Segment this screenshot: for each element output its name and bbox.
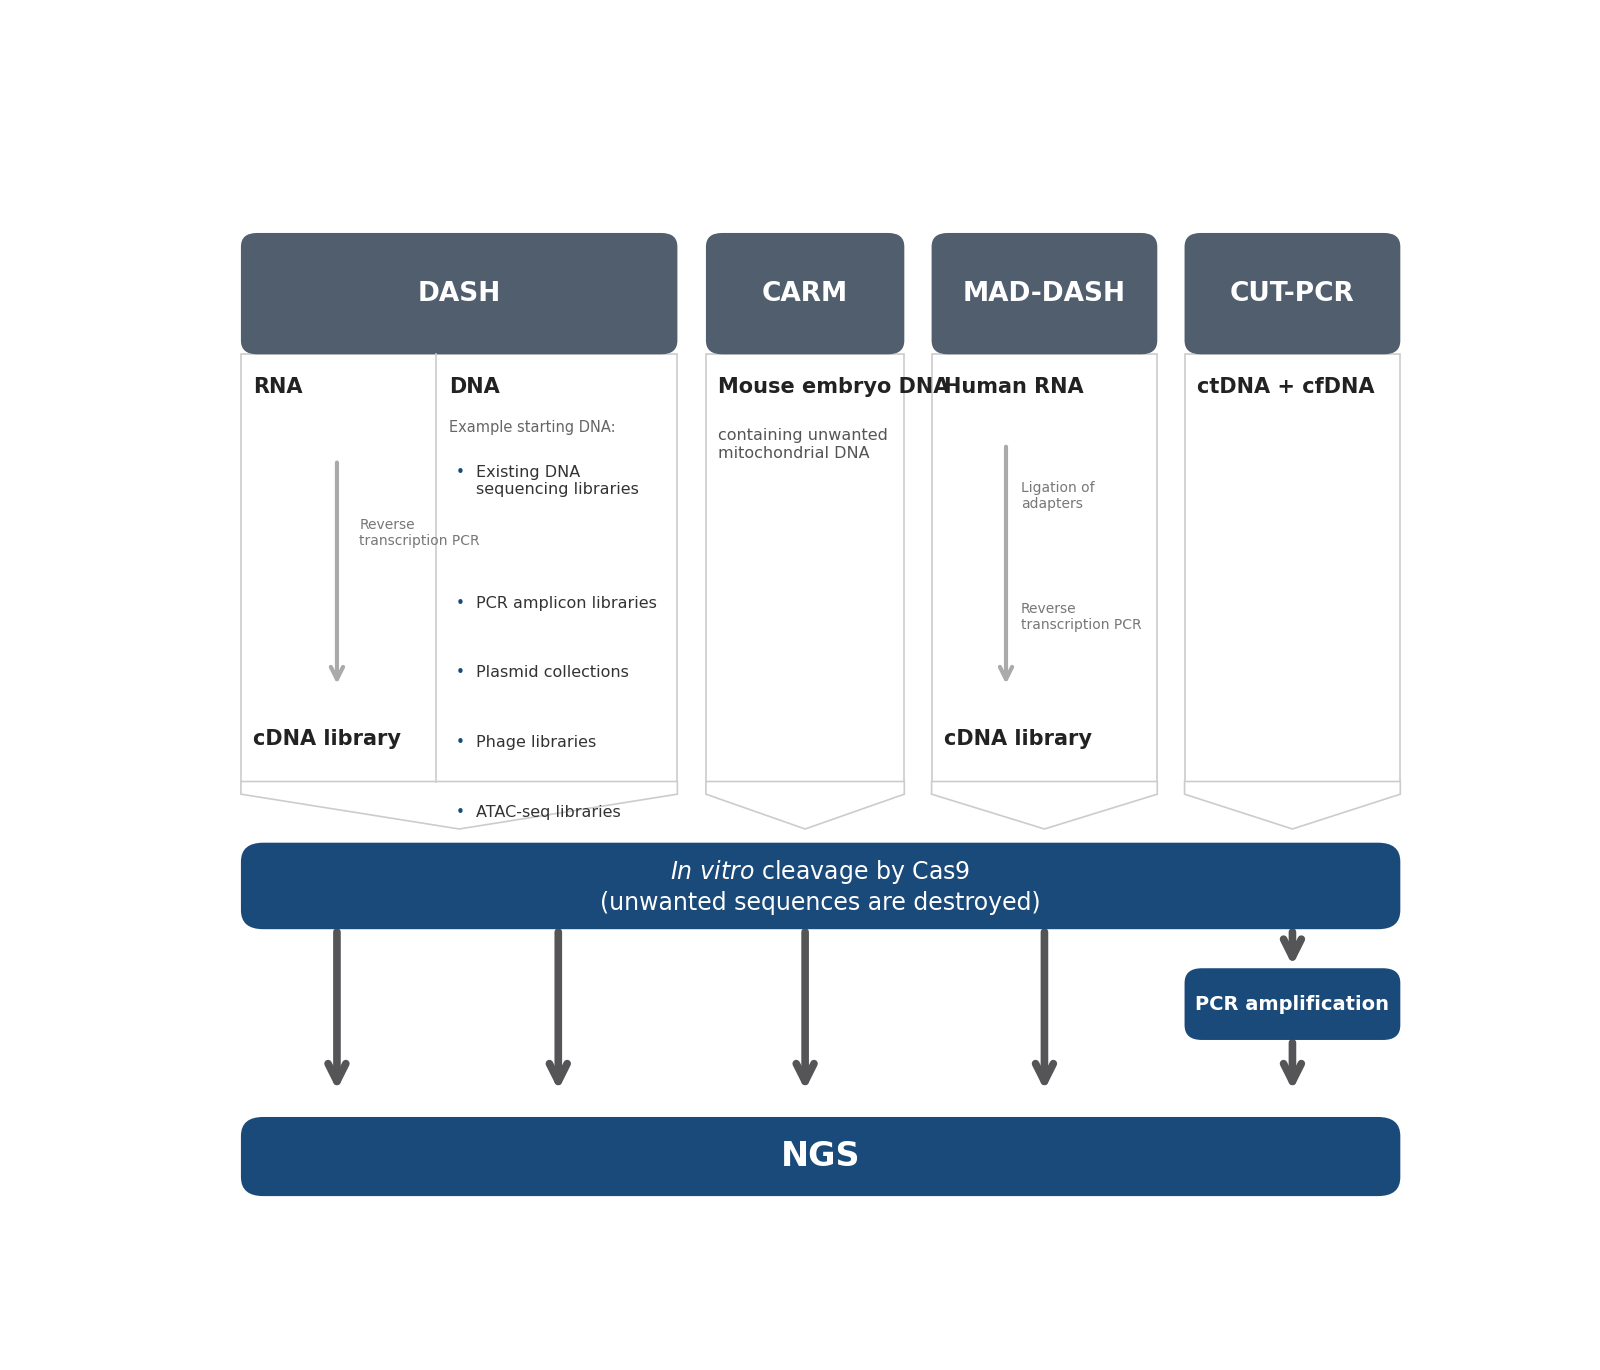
Text: cDNA library: cDNA library [944, 729, 1091, 749]
Text: CARM: CARM [762, 281, 848, 307]
Text: RNA: RNA [253, 378, 302, 397]
Text: Human RNA: Human RNA [944, 378, 1083, 397]
Polygon shape [706, 781, 904, 829]
FancyBboxPatch shape [242, 233, 677, 355]
Text: MAD-DASH: MAD-DASH [963, 281, 1126, 307]
Text: $\it{In\ vitro}$ cleavage by Cas9: $\it{In\ vitro}$ cleavage by Cas9 [670, 858, 971, 886]
Text: Example starting DNA:: Example starting DNA: [450, 419, 616, 434]
Text: Phage libraries: Phage libraries [477, 736, 597, 751]
Text: (unwanted sequences are destroyed): (unwanted sequences are destroyed) [600, 890, 1042, 915]
Bar [1184, 355, 1400, 781]
Polygon shape [1184, 781, 1400, 829]
FancyBboxPatch shape [1184, 233, 1400, 355]
Text: •: • [456, 804, 464, 819]
Text: cDNA library: cDNA library [253, 729, 402, 749]
Text: •: • [456, 736, 464, 751]
Bar [706, 355, 904, 781]
Text: PCR amplicon libraries: PCR amplicon libraries [477, 596, 658, 611]
Text: •: • [456, 666, 464, 681]
FancyBboxPatch shape [1184, 969, 1400, 1040]
Bar [931, 355, 1157, 781]
Bar [242, 355, 677, 781]
Text: CUT-PCR: CUT-PCR [1230, 281, 1355, 307]
Text: ctDNA + cfDNA: ctDNA + cfDNA [1197, 378, 1374, 397]
Text: Ligation of
adapters: Ligation of adapters [1021, 481, 1094, 511]
Text: PCR amplification: PCR amplification [1195, 995, 1389, 1014]
Text: ATAC-seq libraries: ATAC-seq libraries [477, 804, 621, 819]
Text: containing unwanted
mitochondrial DNA: containing unwanted mitochondrial DNA [718, 427, 888, 460]
FancyBboxPatch shape [706, 233, 904, 355]
Text: Plasmid collections: Plasmid collections [477, 666, 629, 681]
Text: •: • [456, 596, 464, 611]
Text: DASH: DASH [418, 281, 501, 307]
Polygon shape [931, 781, 1157, 829]
Text: Existing DNA
sequencing libraries: Existing DNA sequencing libraries [477, 464, 640, 497]
Text: Mouse embryo DNA: Mouse embryo DNA [718, 378, 950, 397]
Text: Reverse
transcription PCR: Reverse transcription PCR [360, 518, 480, 548]
Text: NGS: NGS [781, 1140, 861, 1173]
FancyBboxPatch shape [242, 1117, 1400, 1196]
Polygon shape [242, 781, 677, 829]
Text: DNA: DNA [450, 378, 499, 397]
FancyBboxPatch shape [242, 843, 1400, 929]
FancyBboxPatch shape [931, 233, 1157, 355]
Text: Reverse
transcription PCR: Reverse transcription PCR [1021, 603, 1141, 633]
Text: •: • [456, 464, 464, 479]
